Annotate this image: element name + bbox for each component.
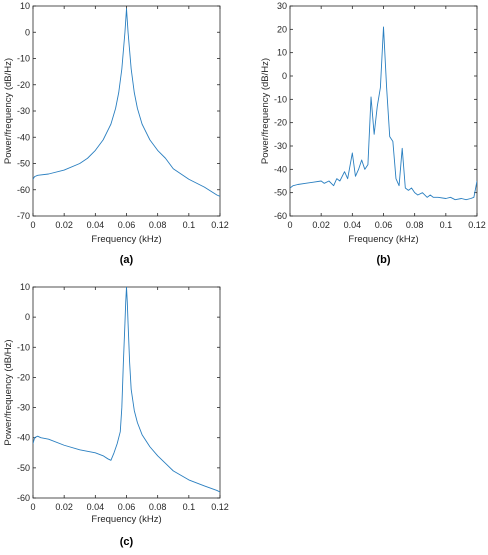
y-tick-label: 0 [25, 27, 30, 37]
y-tick-label: -20 [17, 372, 30, 382]
x-tick-label: 0.04 [87, 502, 105, 512]
plot-frame [32, 286, 221, 499]
x-tick-label: 0.1 [440, 220, 453, 230]
x-tick-label: 0 [30, 220, 35, 230]
y-tick-label: -40 [274, 164, 287, 174]
x-tick-label: 0.12 [211, 220, 229, 230]
subfigure-caption: (b) [376, 254, 390, 266]
y-tick-label: -60 [17, 493, 30, 503]
y-tick-label: -60 [274, 211, 287, 221]
x-tick-label: 0.08 [149, 502, 167, 512]
x-tick-label: 0.12 [211, 502, 229, 512]
x-tick-label: 0 [287, 220, 292, 230]
y-tick-label: -60 [17, 185, 30, 195]
x-tick-label: 0.1 [183, 502, 196, 512]
x-tick-label: 0.08 [149, 220, 167, 230]
y-axis-label: Power/frequency (dB/Hz) [3, 58, 14, 164]
y-axis-label: Power/frequency (dB/Hz) [3, 339, 14, 445]
x-axis-label: Frequency (kHz) [91, 514, 161, 525]
x-tick-label: 0.06 [118, 220, 136, 230]
y-tick-label: -20 [274, 118, 287, 128]
y-tick-label: -30 [274, 141, 287, 151]
y-tick-label: -20 [17, 80, 30, 90]
x-tick-label: 0.02 [312, 220, 330, 230]
y-tick-label: -40 [17, 132, 30, 142]
subfigure-caption: (a) [120, 254, 134, 266]
plot-frame [32, 5, 221, 217]
y-tick-label: -50 [274, 188, 287, 198]
psd-series-line [290, 26, 477, 201]
x-tick-label: 0.1 [183, 220, 196, 230]
x-tick-label: 0.02 [55, 220, 73, 230]
y-tick-label: 10 [277, 48, 287, 58]
x-tick-label: 0.06 [118, 502, 136, 512]
plot-frame [289, 5, 478, 217]
y-tick-label: 0 [25, 312, 30, 322]
y-tick-label: -10 [274, 94, 287, 104]
psd-series-line [33, 8, 220, 197]
y-tick-label: 10 [20, 1, 30, 11]
x-tick-label: 0.06 [375, 220, 393, 230]
y-tick-label: -50 [17, 159, 30, 169]
psd-series-line [33, 287, 220, 493]
y-tick-label: -50 [17, 463, 30, 473]
y-tick-label: -10 [17, 342, 30, 352]
x-tick-label: 0.04 [344, 220, 362, 230]
chart-b: 0 0.02 0.04 0.06 0.08 0.1 0.12 30 20 10 0 -10 -20 -30… [260, 1, 486, 266]
x-tick-label: 0.02 [55, 502, 73, 512]
x-tick-label: 0 [30, 502, 35, 512]
y-tick-label: -70 [17, 211, 30, 221]
subfigure-caption: (c) [120, 536, 134, 548]
y-tick-label: -40 [17, 433, 30, 443]
y-tick-label: 10 [20, 282, 30, 292]
y-tick-label: 20 [277, 24, 287, 34]
chart-c: 0 0.02 0.04 0.06 0.08 0.1 0.12 10 0 -10 -20 -30 -40 -… [3, 282, 229, 548]
y-axis-label: Power/frequency (dB/Hz) [260, 58, 271, 164]
chart-a: 0 0.02 0.04 0.06 0.08 0.1 0.12 10 0 -10 -20 -30 -40 -… [3, 1, 229, 266]
x-tick-label: 0.12 [468, 220, 486, 230]
x-axis-label: Frequency (kHz) [91, 234, 161, 245]
y-tick-label: 30 [277, 1, 287, 11]
x-axis-label: Frequency (kHz) [348, 234, 418, 245]
y-tick-label: -10 [17, 54, 30, 64]
x-tick-label: 0.08 [406, 220, 424, 230]
y-tick-label: 0 [282, 71, 287, 81]
y-tick-label: -30 [17, 106, 30, 116]
y-tick-label: -30 [17, 403, 30, 413]
x-tick-label: 0.04 [87, 220, 105, 230]
